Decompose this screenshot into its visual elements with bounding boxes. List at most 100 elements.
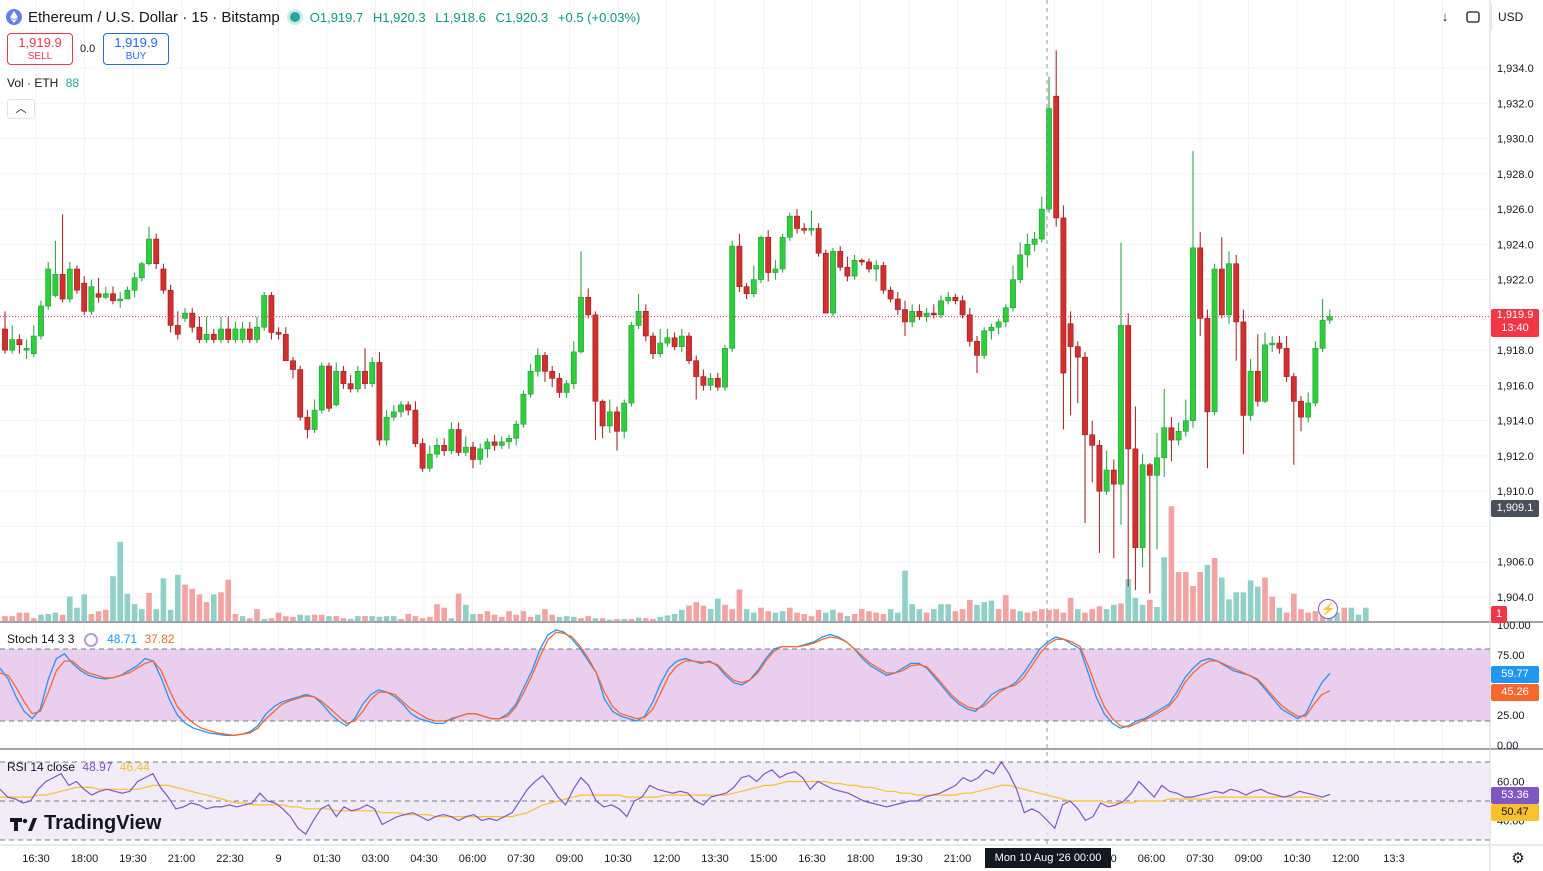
candle-body (52, 274, 59, 296)
volume-bar (311, 614, 318, 621)
volume-bar (88, 614, 95, 621)
rsi-legend[interactable]: RSI 14 close 48.97 46.44 (7, 760, 150, 774)
volume-bar (52, 612, 59, 621)
symbol-legend[interactable]: Ethereum / U.S. Dollar · 15 · Bitstamp O… (0, 4, 646, 30)
volume-bar (290, 616, 296, 621)
candle-body (268, 295, 275, 333)
candle (95, 277, 102, 303)
candle (261, 291, 268, 331)
volume-bar (866, 611, 872, 621)
price-tick-label: 1,916.0 (1497, 380, 1534, 392)
buy-button[interactable]: 1,919.9 BUY (103, 33, 169, 65)
volume-bar (967, 600, 973, 621)
candle-body (736, 245, 743, 287)
volume-bar (614, 618, 620, 621)
volume-bar (304, 615, 311, 621)
candle-body (347, 383, 354, 390)
volume-bar (1111, 604, 1117, 621)
volume-bar (1355, 614, 1362, 621)
ohlc-values: O1,919.7 H1,920.3 L1,918.6 C1,920.3 +0.5… (310, 10, 647, 25)
stoch-legend[interactable]: Stoch 14 3 3 48.71 37.82 (7, 632, 174, 647)
volume-bar (758, 607, 764, 621)
candle (1010, 265, 1016, 312)
candle (981, 327, 988, 359)
chart-settings-button[interactable]: ⚙ (1509, 850, 1527, 868)
volume-bar (362, 616, 368, 621)
volume-bar (1334, 612, 1340, 621)
candle (203, 316, 210, 344)
lightning-icon[interactable]: ⚡ (1318, 599, 1338, 619)
arrow-down-icon: ↓ (1441, 9, 1449, 24)
volume-bar (31, 618, 37, 621)
volume-bar (131, 604, 138, 621)
candle (866, 258, 872, 273)
volume-bar (23, 612, 30, 621)
candle (448, 422, 455, 455)
volume-bar (110, 576, 116, 621)
fullscreen-button[interactable] (1464, 8, 1482, 26)
volume-bar (1132, 597, 1139, 621)
candle-body (873, 265, 880, 270)
volume-bar (283, 616, 289, 621)
candle-body (131, 277, 138, 291)
volume-bar (211, 594, 217, 621)
candle (412, 401, 419, 448)
stoch-d-tag: 45.26 (1491, 684, 1539, 701)
candle (1226, 251, 1232, 324)
candle (268, 291, 275, 340)
tradingview-watermark[interactable]: TradingView (10, 812, 161, 835)
candle (1089, 420, 1096, 483)
volume-bar (556, 616, 563, 621)
candle (628, 321, 635, 407)
candle (671, 332, 678, 351)
candle (729, 240, 736, 352)
volume-bar (239, 616, 246, 621)
volume-bar (1147, 600, 1153, 621)
collapse-legend-button[interactable]: ︿ (7, 99, 35, 119)
volume-bar (1183, 572, 1189, 621)
candle-body (952, 296, 959, 302)
candle (1017, 242, 1024, 284)
candle (167, 284, 174, 333)
volume-bar (38, 614, 44, 621)
time-tick-label: 04:30 (410, 853, 438, 865)
price-tick-label: 1,914.0 (1497, 416, 1534, 428)
candle (311, 399, 318, 434)
ethereum-logo-icon (6, 9, 22, 25)
candle (477, 443, 484, 465)
candle (830, 247, 836, 317)
candle-body (542, 355, 548, 372)
candle-body (30, 335, 37, 354)
volume-bar (743, 609, 750, 621)
candle (239, 321, 246, 344)
volume-bar (657, 616, 663, 621)
download-button[interactable]: ↓ (1436, 8, 1454, 26)
market-status-icon[interactable] (289, 12, 300, 22)
volume-bar (1082, 612, 1088, 621)
candle (873, 260, 880, 282)
candle (1269, 336, 1276, 352)
volume-bar (787, 607, 793, 621)
candle (110, 286, 116, 305)
sell-button[interactable]: 1,919.9 SELL (7, 33, 73, 65)
volume-bar (1247, 580, 1254, 621)
volume-bar (1190, 586, 1196, 621)
candle-body (275, 332, 282, 335)
candle-body (390, 411, 397, 418)
candle (534, 348, 541, 377)
volume-bar (664, 615, 671, 621)
currency-selector[interactable]: USD (1491, 4, 1541, 30)
volume-bar (275, 612, 282, 621)
volume-bar (549, 614, 555, 621)
volume-bar (851, 614, 858, 621)
candle-body (261, 295, 268, 328)
candle (585, 288, 592, 319)
candle-body (714, 378, 721, 388)
volume-bar (945, 604, 951, 621)
price-tick-label: 1,928.0 (1497, 169, 1534, 181)
volume-bar (146, 593, 152, 621)
candle-body (1168, 427, 1175, 441)
candle (837, 246, 844, 271)
volume-legend[interactable]: Vol · ETH 88 (7, 76, 79, 90)
